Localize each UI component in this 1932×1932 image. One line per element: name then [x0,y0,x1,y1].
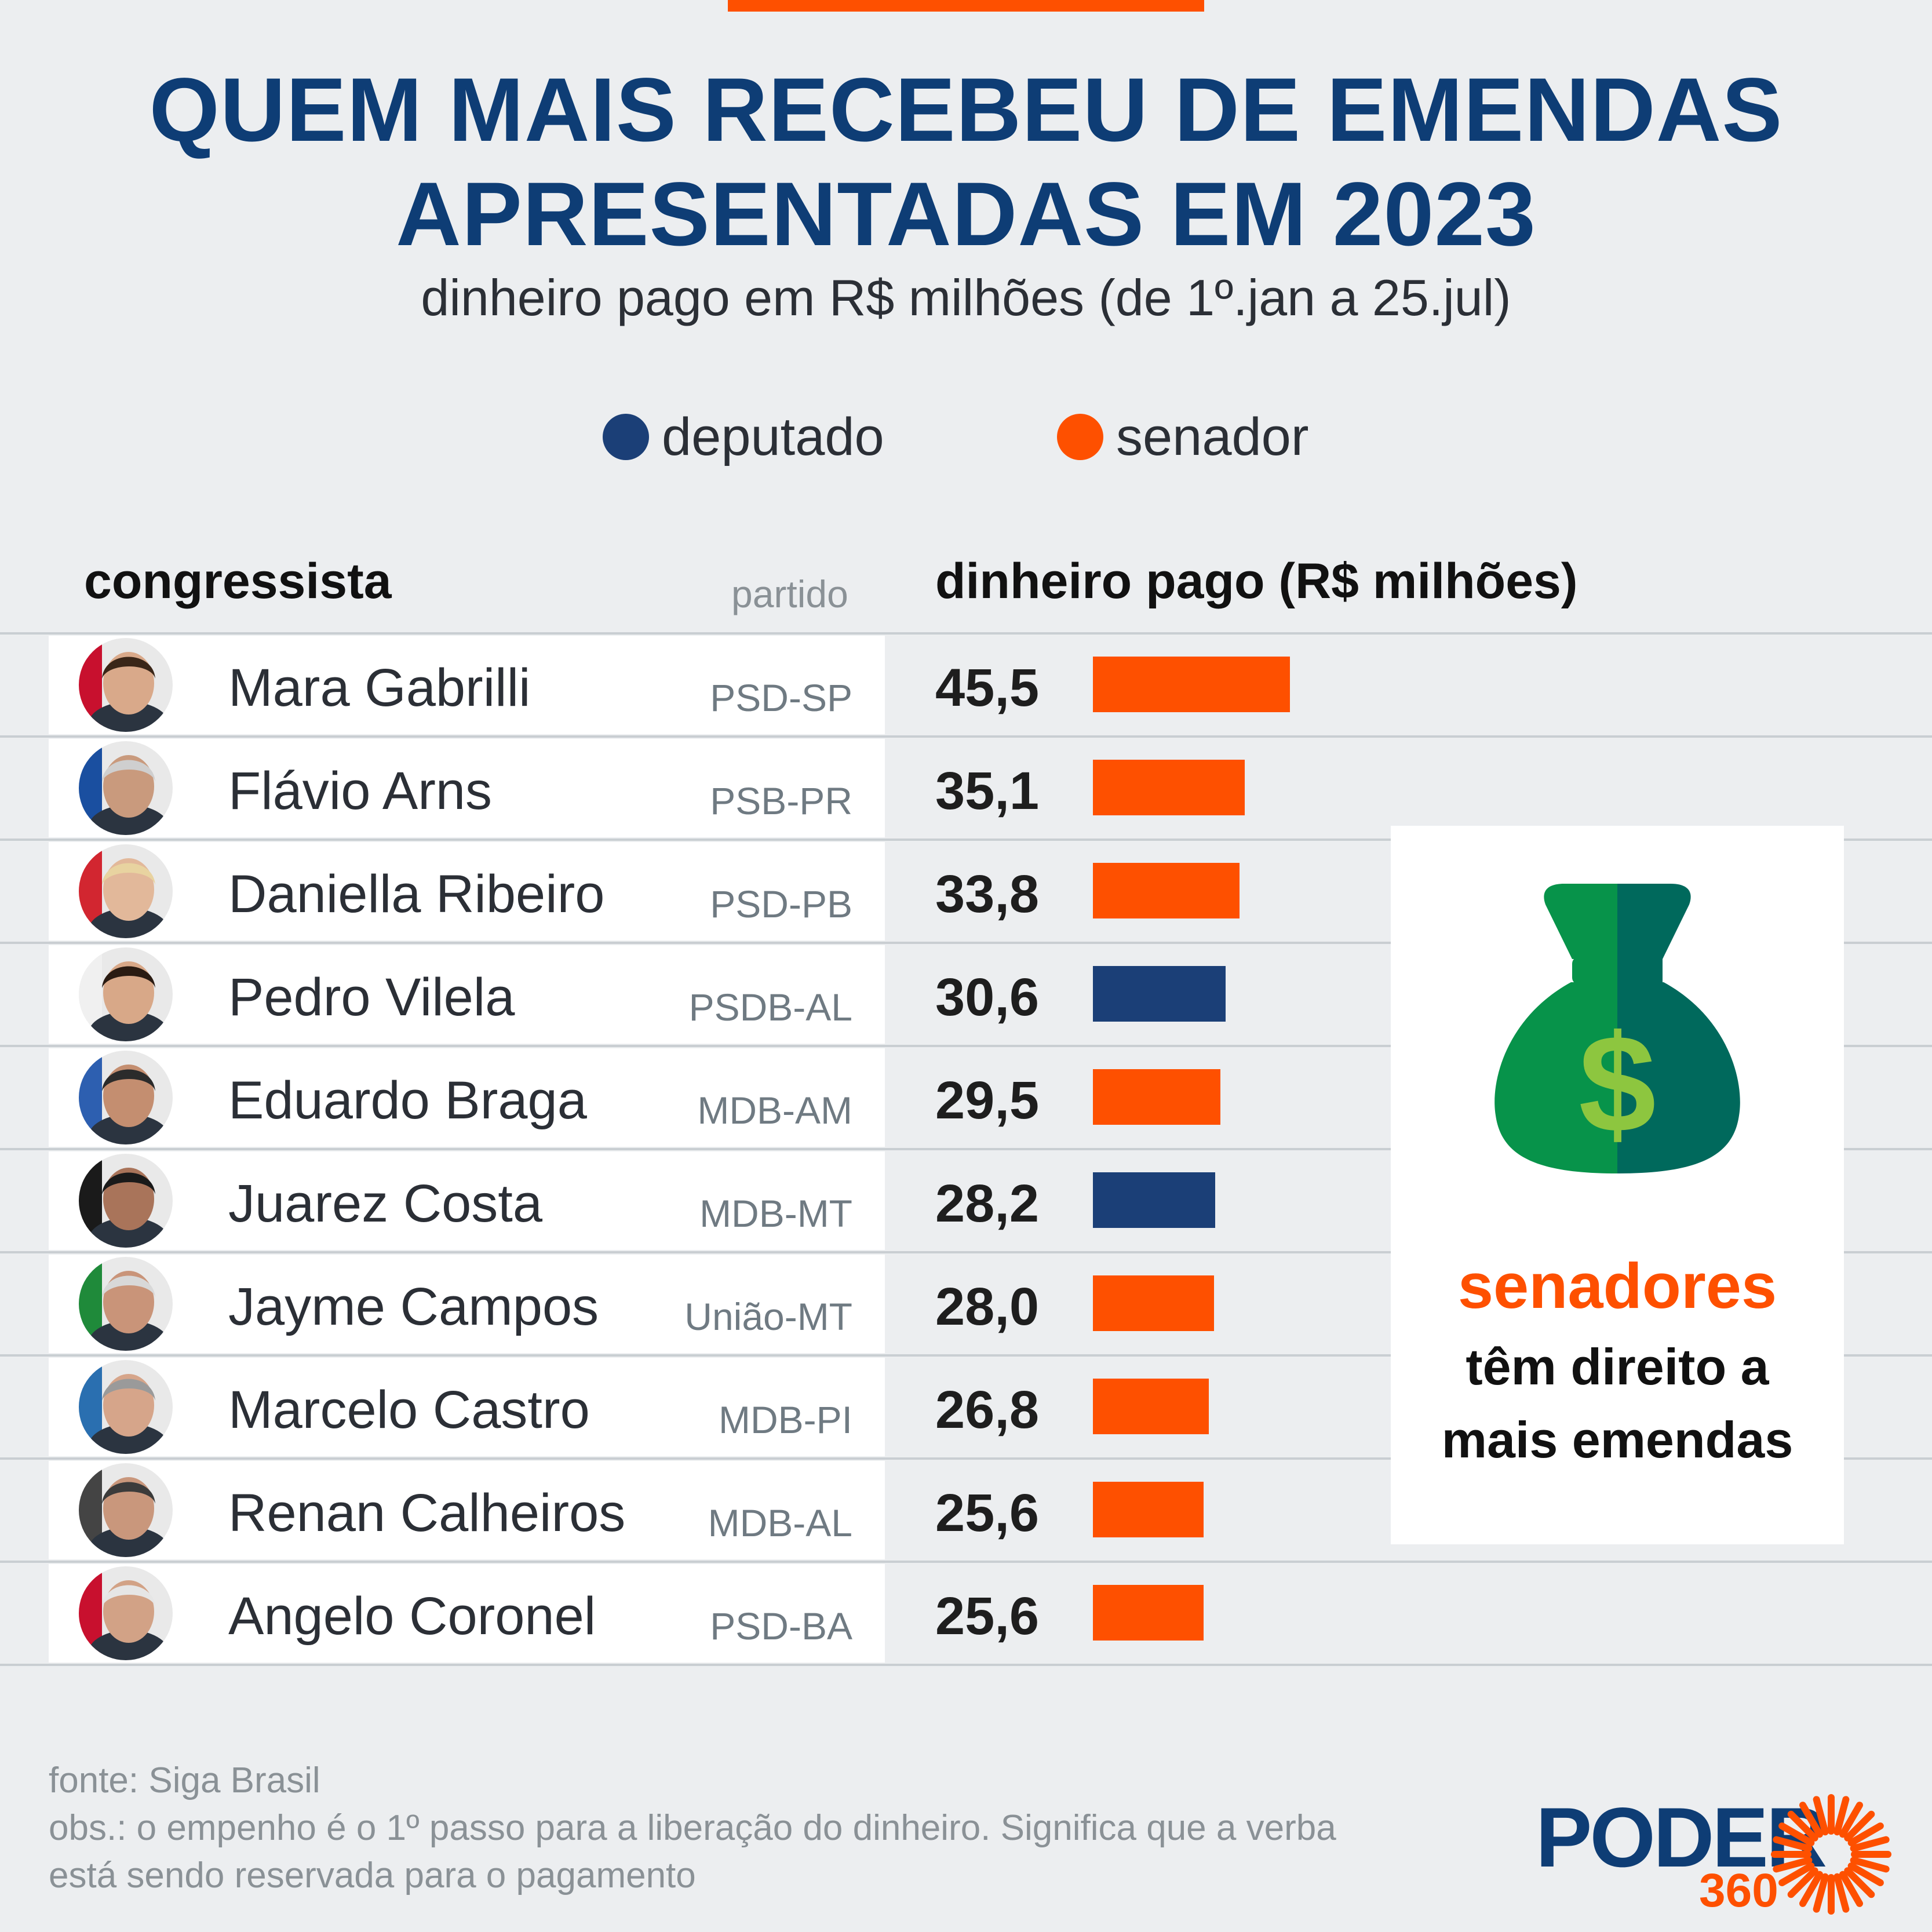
table-row: Juarez Costa MDB-MT [49,1151,885,1250]
header-partido: partido [731,573,848,615]
note-highlight: senadores [1457,1251,1777,1322]
party-label: MDB-AM [697,1089,852,1132]
note-line1: têm direito a [1466,1338,1769,1395]
avatar [79,1154,173,1248]
avatar [79,1257,173,1351]
table-row: Flávio Arns PSB-PR [49,739,885,837]
congressista-name: Angelo Coronel [228,1587,596,1646]
logo-number: 360 [1699,1864,1778,1917]
congressista-name: Marcelo Castro [228,1380,590,1439]
row-divider [0,942,1932,944]
value-label: 35,1 [935,761,1040,821]
bar-senador [1093,863,1240,918]
value-label: 25,6 [935,1483,1040,1543]
table-row: Marcelo Castro MDB-PI [49,1358,885,1456]
value-label: 45,5 [935,658,1040,717]
value-label: 29,5 [935,1071,1040,1130]
table-row: Mara Gabrilli PSD-SP [49,636,885,734]
bar-senador [1093,760,1245,815]
legend-label-deputado: deputado [662,407,884,466]
party-label: PSB-PR [710,779,852,822]
chart-title-line2: APRESENTADAS EM 2023 [396,164,1536,265]
table-row: Angelo Coronel PSD-BA [49,1564,885,1663]
bar-deputado [1093,966,1226,1022]
party-label: PSD-BA [710,1605,852,1647]
header-dinheiro: dinheiro pago (R$ milhões) [935,553,1578,609]
congressista-name: Eduardo Braga [228,1071,587,1130]
legend-item-senador: senador [1057,410,1308,464]
note-box: $ senadores têm direito a mais emendas [1391,826,1844,1544]
party-label: União-MT [684,1295,852,1338]
party-label: MDB-MT [699,1192,852,1235]
party-label: PSDB-AL [688,986,852,1029]
table-row: Daniella Ribeiro PSD-PB [49,842,885,941]
row-divider [0,1664,1932,1666]
congressista-name: Jayme Campos [228,1277,599,1336]
value-label: 28,2 [935,1174,1040,1233]
avatar [79,741,173,835]
avatar [79,1051,173,1144]
value-label: 33,8 [935,865,1040,924]
legend-item-deputado: deputado [603,410,884,464]
bar-deputado [1093,1172,1215,1228]
avatar [79,844,173,938]
party-label: MDB-PI [719,1398,852,1441]
legend-swatch-deputado [603,414,649,460]
party-label: PSD-SP [710,676,852,719]
footer-obs-line1: obs.: o empenho é o 1º passo para a libe… [49,1808,1336,1848]
row-divider [0,1354,1932,1357]
party-label: PSD-PB [710,883,852,925]
footer-obs-line2: está sendo reservada para o pagamento [49,1856,696,1895]
avatar [79,1463,173,1557]
table-row: Pedro Vilela PSDB-AL [49,945,885,1044]
avatar [79,947,173,1041]
top-accent-bar [728,0,1204,12]
avatar [79,638,173,732]
note-line2: mais emendas [1441,1411,1794,1468]
table-row: Jayme Campos União-MT [49,1255,885,1353]
header-congressista: congressista [84,553,392,609]
avatar [79,1360,173,1454]
legend-swatch-senador [1057,414,1103,460]
value-label: 28,0 [935,1277,1040,1336]
row-divider [0,1561,1932,1563]
bar-senador [1093,1379,1209,1434]
bar-senador [1093,1585,1204,1641]
row-divider [0,1045,1932,1047]
avatar [79,1566,173,1660]
congressista-name: Juarez Costa [228,1174,543,1233]
legend: deputado senador [0,410,1932,468]
congressista-name: Flávio Arns [228,761,493,821]
row-divider [0,1251,1932,1253]
table-row: Renan Calheiros MDB-AL [49,1461,885,1559]
legend-label-senador: senador [1116,407,1309,466]
sun-logo-icon [1771,1794,1891,1915]
bar-senador [1093,1482,1204,1537]
row-divider [0,1457,1932,1460]
bar-senador [1093,657,1290,712]
value-label: 25,6 [935,1587,1040,1646]
bar-senador [1093,1275,1214,1331]
svg-text:$: $ [1579,1006,1656,1161]
row-divider [0,632,1932,635]
congressista-name: Mara Gabrilli [228,658,531,717]
congressista-name: Daniella Ribeiro [228,865,605,924]
row-divider [0,735,1932,738]
bar-senador [1093,1069,1220,1125]
row-divider [0,839,1932,841]
value-label: 26,8 [935,1380,1040,1439]
chart-subtitle: dinheiro pago em R$ milhões (de 1º.jan a… [421,269,1511,326]
value-label: 30,6 [935,968,1040,1027]
congressista-name: Renan Calheiros [228,1483,626,1543]
footer-source: fonte: Siga Brasil [49,1760,320,1800]
party-label: MDB-AL [708,1501,852,1544]
table-row: Eduardo Braga MDB-AM [49,1048,885,1147]
row-divider [0,1148,1932,1150]
congressista-name: Pedro Vilela [228,968,515,1027]
money-bag-icon: $ [1494,884,1740,1173]
chart-title-line1: QUEM MAIS RECEBEU DE EMENDAS [149,60,1783,161]
